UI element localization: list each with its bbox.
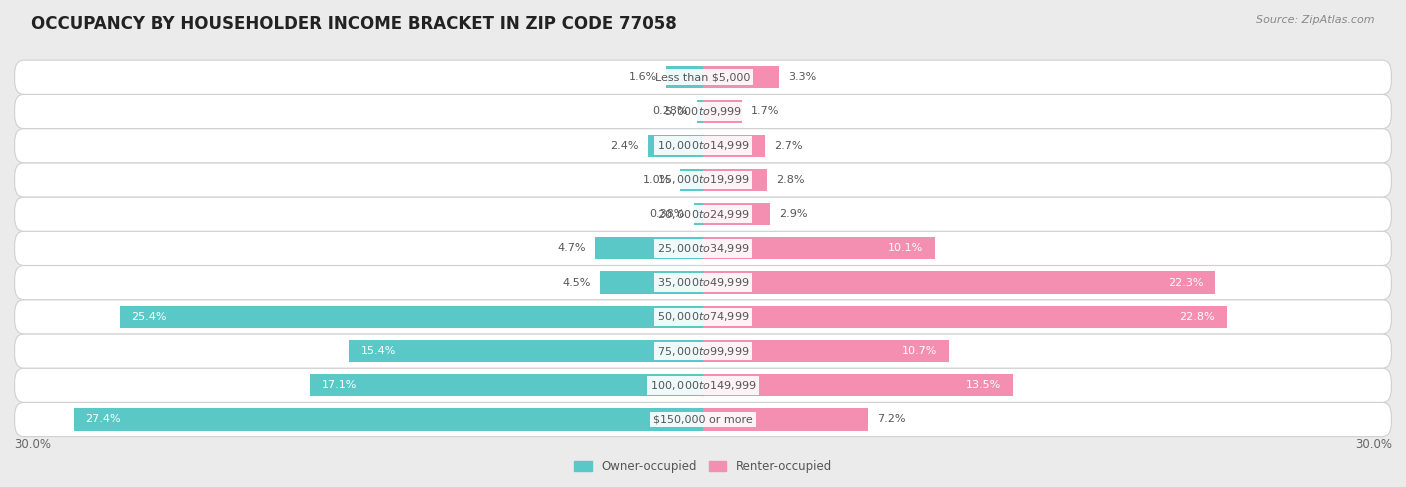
Text: $150,000 or more: $150,000 or more	[654, 414, 752, 425]
FancyBboxPatch shape	[14, 163, 1392, 197]
Text: 2.7%: 2.7%	[775, 141, 803, 150]
Text: 0.38%: 0.38%	[650, 209, 685, 219]
Text: $75,000 to $99,999: $75,000 to $99,999	[657, 344, 749, 357]
Text: $15,000 to $19,999: $15,000 to $19,999	[657, 173, 749, 187]
Text: $10,000 to $14,999: $10,000 to $14,999	[657, 139, 749, 152]
Text: $25,000 to $34,999: $25,000 to $34,999	[657, 242, 749, 255]
Bar	[703, 271, 1215, 294]
Bar	[599, 271, 703, 294]
Text: 4.7%: 4.7%	[557, 244, 586, 253]
Text: 1.7%: 1.7%	[751, 107, 779, 116]
Text: 0.28%: 0.28%	[652, 107, 688, 116]
Text: 2.8%: 2.8%	[776, 175, 806, 185]
Bar	[703, 306, 1226, 328]
Bar	[703, 340, 949, 362]
Text: 30.0%: 30.0%	[14, 438, 51, 451]
Text: $100,000 to $149,999: $100,000 to $149,999	[650, 379, 756, 392]
Bar	[681, 169, 703, 191]
Bar	[648, 134, 703, 157]
Text: Less than $5,000: Less than $5,000	[655, 72, 751, 82]
FancyBboxPatch shape	[14, 129, 1392, 163]
Bar	[666, 66, 703, 88]
Text: 10.1%: 10.1%	[889, 244, 924, 253]
Bar	[696, 100, 703, 123]
Text: 2.4%: 2.4%	[610, 141, 638, 150]
Bar	[120, 306, 703, 328]
Bar	[703, 169, 768, 191]
Bar	[703, 203, 769, 225]
Text: $50,000 to $74,999: $50,000 to $74,999	[657, 310, 749, 323]
Text: 7.2%: 7.2%	[877, 414, 905, 425]
Bar	[703, 237, 935, 260]
FancyBboxPatch shape	[14, 368, 1392, 402]
Text: 22.8%: 22.8%	[1180, 312, 1215, 322]
FancyBboxPatch shape	[14, 231, 1392, 265]
Legend: Owner-occupied, Renter-occupied: Owner-occupied, Renter-occupied	[569, 455, 837, 478]
Bar	[349, 340, 703, 362]
Bar	[703, 100, 742, 123]
Bar	[595, 237, 703, 260]
Bar	[703, 66, 779, 88]
Text: 30.0%: 30.0%	[1355, 438, 1392, 451]
Text: 3.3%: 3.3%	[787, 72, 817, 82]
FancyBboxPatch shape	[14, 60, 1392, 94]
Text: 1.0%: 1.0%	[643, 175, 671, 185]
FancyBboxPatch shape	[14, 300, 1392, 334]
Text: $35,000 to $49,999: $35,000 to $49,999	[657, 276, 749, 289]
FancyBboxPatch shape	[14, 402, 1392, 436]
Text: $20,000 to $24,999: $20,000 to $24,999	[657, 207, 749, 221]
Text: 25.4%: 25.4%	[131, 312, 167, 322]
Text: 2.9%: 2.9%	[779, 209, 807, 219]
Text: 27.4%: 27.4%	[86, 414, 121, 425]
Text: 4.5%: 4.5%	[562, 278, 591, 288]
Text: 1.6%: 1.6%	[628, 72, 657, 82]
Bar	[703, 374, 1012, 396]
Text: 17.1%: 17.1%	[322, 380, 357, 390]
Text: Source: ZipAtlas.com: Source: ZipAtlas.com	[1257, 15, 1375, 25]
Text: 22.3%: 22.3%	[1168, 278, 1204, 288]
Text: 10.7%: 10.7%	[901, 346, 938, 356]
Text: $5,000 to $9,999: $5,000 to $9,999	[664, 105, 742, 118]
Bar	[73, 409, 703, 431]
Text: 13.5%: 13.5%	[966, 380, 1001, 390]
Bar	[695, 203, 703, 225]
FancyBboxPatch shape	[14, 94, 1392, 129]
Bar	[703, 409, 869, 431]
FancyBboxPatch shape	[14, 334, 1392, 368]
Text: 15.4%: 15.4%	[361, 346, 396, 356]
FancyBboxPatch shape	[14, 197, 1392, 231]
Bar	[703, 134, 765, 157]
Bar	[311, 374, 703, 396]
Text: OCCUPANCY BY HOUSEHOLDER INCOME BRACKET IN ZIP CODE 77058: OCCUPANCY BY HOUSEHOLDER INCOME BRACKET …	[31, 15, 676, 33]
FancyBboxPatch shape	[14, 265, 1392, 300]
